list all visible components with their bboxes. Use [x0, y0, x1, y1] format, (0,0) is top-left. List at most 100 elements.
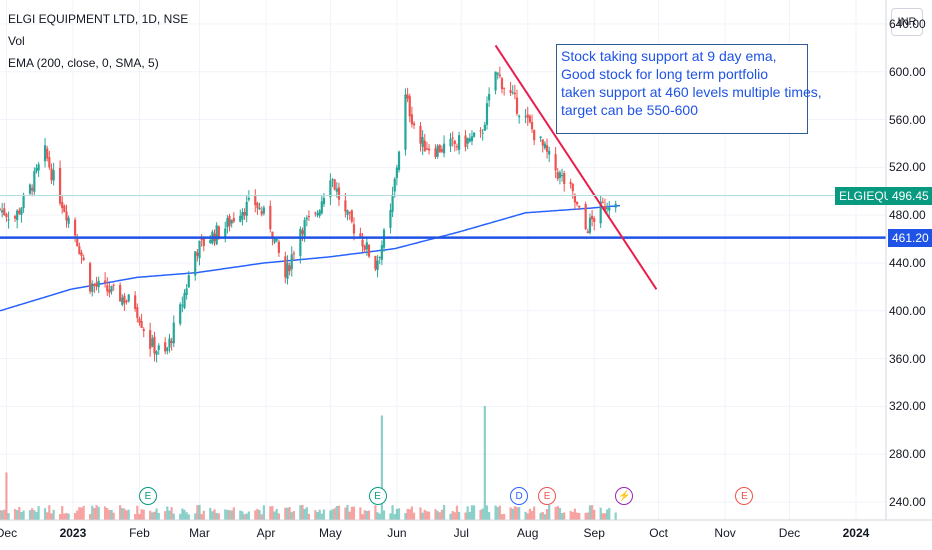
candle-body [28, 184, 32, 194]
annotation-line: taken support at 460 levels multiple tim… [561, 84, 822, 100]
volume-bar [578, 512, 581, 520]
candle-body [31, 187, 34, 191]
volume-bar [187, 514, 190, 520]
volume-bar [457, 511, 461, 520]
candle-body [136, 307, 139, 318]
candle-body [43, 145, 47, 162]
volume-bar [275, 508, 278, 520]
candle-body [601, 201, 604, 203]
candle-body [50, 168, 53, 181]
volume-bar [320, 513, 323, 520]
candle-body [5, 213, 8, 218]
ema-line [0, 204, 621, 312]
candle-body [466, 138, 469, 144]
volume-bar [346, 505, 349, 520]
candle-body [346, 210, 349, 216]
event-marker[interactable]: E [538, 487, 557, 505]
volume-bar [440, 509, 444, 520]
last-price: 496.45 [892, 188, 929, 203]
volume-bar [563, 512, 566, 520]
volume-bar [93, 508, 96, 520]
volume-bar [554, 507, 557, 520]
event-marker[interactable]: E [735, 487, 754, 505]
candle-body [153, 336, 156, 354]
event-marker[interactable]: D [510, 487, 529, 505]
candle-body [511, 92, 514, 94]
candle-body [245, 201, 248, 216]
volume-indicator-label[interactable]: Vol [8, 34, 25, 48]
volume-bar [483, 406, 486, 520]
volume-bar [194, 513, 197, 520]
volume-bar [183, 509, 186, 520]
candle-body [217, 226, 220, 238]
volume-bar [380, 415, 383, 520]
candle-body [18, 210, 21, 214]
candle-body [331, 179, 334, 181]
candle-body [52, 170, 55, 181]
candle-body [389, 210, 392, 228]
annotation-line: target can be 550-600 [561, 102, 698, 118]
volume-bar [28, 510, 32, 520]
candle-body [125, 300, 128, 302]
candle-body [73, 219, 77, 236]
candle-body [393, 178, 396, 192]
volume-bar [558, 508, 562, 520]
volume-bar [395, 508, 398, 520]
volume-bar [290, 512, 293, 520]
volume-bar [378, 513, 381, 520]
time-tick-label: Feb [129, 526, 150, 540]
event-marker[interactable]: ⚡ [615, 487, 634, 505]
candle-body [473, 132, 476, 137]
symbol-title[interactable]: ELGI EQUIPMENT LTD, 1D, NSE [8, 12, 189, 26]
candle-body [239, 215, 242, 222]
volume-bar [112, 512, 115, 520]
volume-bar [590, 505, 594, 520]
volume-bar [284, 507, 287, 520]
event-marker[interactable]: E [139, 487, 158, 505]
volume-bar [331, 509, 334, 520]
ema-indicator-label[interactable]: EMA (200, close, 0, SMA, 5) [8, 56, 159, 70]
candle-body [410, 114, 413, 125]
candle-body [262, 207, 265, 214]
volume-bar [389, 513, 392, 520]
volume-bar [606, 509, 609, 520]
volume-bar [305, 507, 308, 520]
volume-bar [588, 505, 592, 520]
event-marker[interactable]: E [368, 487, 387, 505]
candle-body [500, 78, 504, 90]
candle-body [140, 321, 143, 328]
candle-body [451, 137, 454, 139]
volume-bar [142, 509, 145, 520]
candle-body [350, 210, 353, 222]
time-tick-label: Dec [0, 526, 18, 540]
volume-bar [33, 510, 36, 520]
candle-body [614, 203, 617, 208]
candle-body [479, 130, 482, 132]
volume-bar [119, 505, 122, 520]
candle-body [254, 195, 257, 206]
currency-button[interactable]: INR [891, 8, 923, 36]
volume-bar [533, 506, 536, 520]
volume-bar [511, 508, 514, 520]
volume-bar [393, 514, 396, 520]
candle-body [123, 295, 126, 304]
candle-body [215, 225, 218, 245]
candle-body [380, 245, 383, 260]
candle-body [322, 197, 326, 205]
volume-bar [80, 507, 83, 520]
annotation-note[interactable]: Stock taking support at 9 day ema, Good … [556, 44, 822, 134]
candle-body [95, 282, 98, 287]
volume-bar [481, 508, 484, 520]
candle-body [134, 295, 137, 310]
volume-bar [200, 514, 203, 520]
candle-body [157, 345, 160, 350]
candle-body [378, 256, 381, 258]
volume-bar [78, 507, 81, 520]
candle-body [76, 239, 79, 247]
candle-body [307, 215, 311, 217]
volume-bar [82, 505, 85, 520]
candle-body [509, 90, 512, 93]
volume-bar [91, 505, 94, 520]
volume-bar [134, 514, 137, 520]
